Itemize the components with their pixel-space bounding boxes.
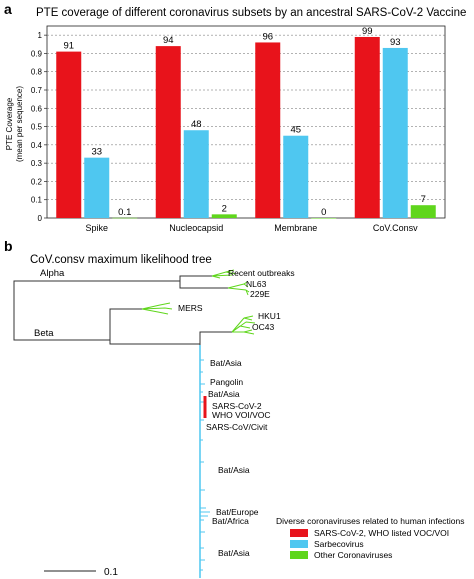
beta-branches [109,308,200,345]
bar [311,218,337,219]
clade-beta: Beta [34,328,54,339]
bar [211,214,237,218]
y-tick-label: 0.5 [31,123,43,132]
leaf-bat-asia-3: Bat/Asia [218,465,250,475]
mers-clade [141,302,173,315]
y-tick-label: 0.1 [31,196,43,205]
data-label: 0.1 [118,207,131,218]
leaf-who-voi-voc: WHO VOI/VOC [212,410,271,420]
bar [56,51,82,218]
clade-alpha: Alpha [40,268,65,279]
hku1-oc43-clade [231,315,256,335]
scale-bar-label: 0.1 [104,567,118,578]
leaf-229e: 229E [250,289,270,299]
y-tick-label: 0.9 [31,49,43,58]
bar [255,42,281,219]
category-label: Spike [85,223,108,233]
chart-frame [46,25,446,219]
data-label: 94 [163,35,174,46]
category-label: Membrane [274,223,317,233]
bar [382,47,408,218]
category-label: Nucleocapsid [169,223,223,233]
bar [183,130,209,218]
y-tick-label: 0.6 [31,104,43,113]
tree-title: CoV.consv maximum likelihood tree [30,254,212,266]
legend-label-other: Other Coronaviruses [314,550,392,560]
data-label: 2 [222,203,227,214]
leaf-sars-cov-2: SARS-CoV-2 [212,401,262,411]
data-label: 48 [191,119,202,130]
legend-swatch-other [290,551,308,559]
leaf-bat-europe: Bat/Europe [216,507,259,517]
leaf-bat-asia-2: Bat/Asia [208,389,240,399]
legend-title: Diverse coronaviruses related to human i… [276,516,465,526]
data-label: 99 [362,26,373,37]
y-tick-label: 0 [38,214,43,223]
y-axis-ticks: 0 0.1 0.2 0.3 0.4 0.5 0.6 0.7 0.8 0.9 1 [31,31,47,223]
bar [155,46,181,218]
chart-title: PTE coverage of different coronavirus su… [36,7,466,19]
data-label: 91 [63,41,74,52]
y-axis-label-line2: (mean per sequence) [15,86,24,162]
data-label: 96 [262,31,273,42]
data-label: 0 [321,207,326,218]
y-tick-label: 0.2 [31,177,43,186]
bar [354,36,380,218]
y-tick-label: 0.3 [31,159,43,168]
y-axis-label-line1: PTE Coverage [5,97,14,150]
leaf-hku1: HKU1 [258,311,281,321]
hku1-branch [199,331,232,345]
leaf-mers: MERS [178,303,203,313]
phylogenetic-tree [13,269,256,578]
recent-outbreaks-clade [211,269,237,279]
root-branches [13,280,180,341]
nl63-229e-clade [227,281,250,296]
leaf-bat-africa: Bat/Africa [212,516,249,526]
legend-swatch-sarbecovirus [290,540,308,548]
leaf-bat-asia-1: Bat/Asia [210,358,242,368]
leaf-pangolin: Pangolin [210,377,243,387]
bar [112,217,138,219]
leaf-oc43: OC43 [252,322,274,332]
panel-b-letter: b [4,238,13,254]
chart-bars: 91 33 0.1 94 48 2 96 45 0 99 93 7 [56,26,436,219]
legend-label-sars-cov-2: SARS-CoV-2, WHO listed VOC/VOI [314,528,449,538]
data-label: 7 [421,194,426,205]
bar [283,135,309,218]
alpha-branches [179,275,228,289]
bar [410,205,436,218]
category-labels: Spike Nucleocapsid Membrane CoV.Consv [85,223,418,233]
data-label: 33 [91,147,102,158]
sarbecovirus-twigs [200,359,210,571]
data-label: 93 [390,37,401,48]
panel-a-letter: a [4,1,12,17]
leaf-sars-cov-civit: SARS-CoV/Civit [206,422,268,432]
y-tick-label: 0.7 [31,86,43,95]
category-label: CoV.Consv [373,223,418,233]
bar [84,157,110,218]
legend-label-sarbecovirus: Sarbecovirus [314,539,364,549]
leaf-nl63: NL63 [246,279,267,289]
y-tick-label: 0.4 [31,141,43,150]
data-label: 45 [290,125,301,136]
leaf-bat-asia-4: Bat/Asia [218,548,250,558]
y-tick-label: 1 [38,31,43,40]
tree-legend: Diverse coronaviruses related to human i… [276,516,465,560]
legend-swatch-sars-cov-2 [290,529,308,537]
y-tick-label: 0.8 [31,68,43,77]
leaf-recent-outbreaks: Recent outbreaks [228,268,295,278]
